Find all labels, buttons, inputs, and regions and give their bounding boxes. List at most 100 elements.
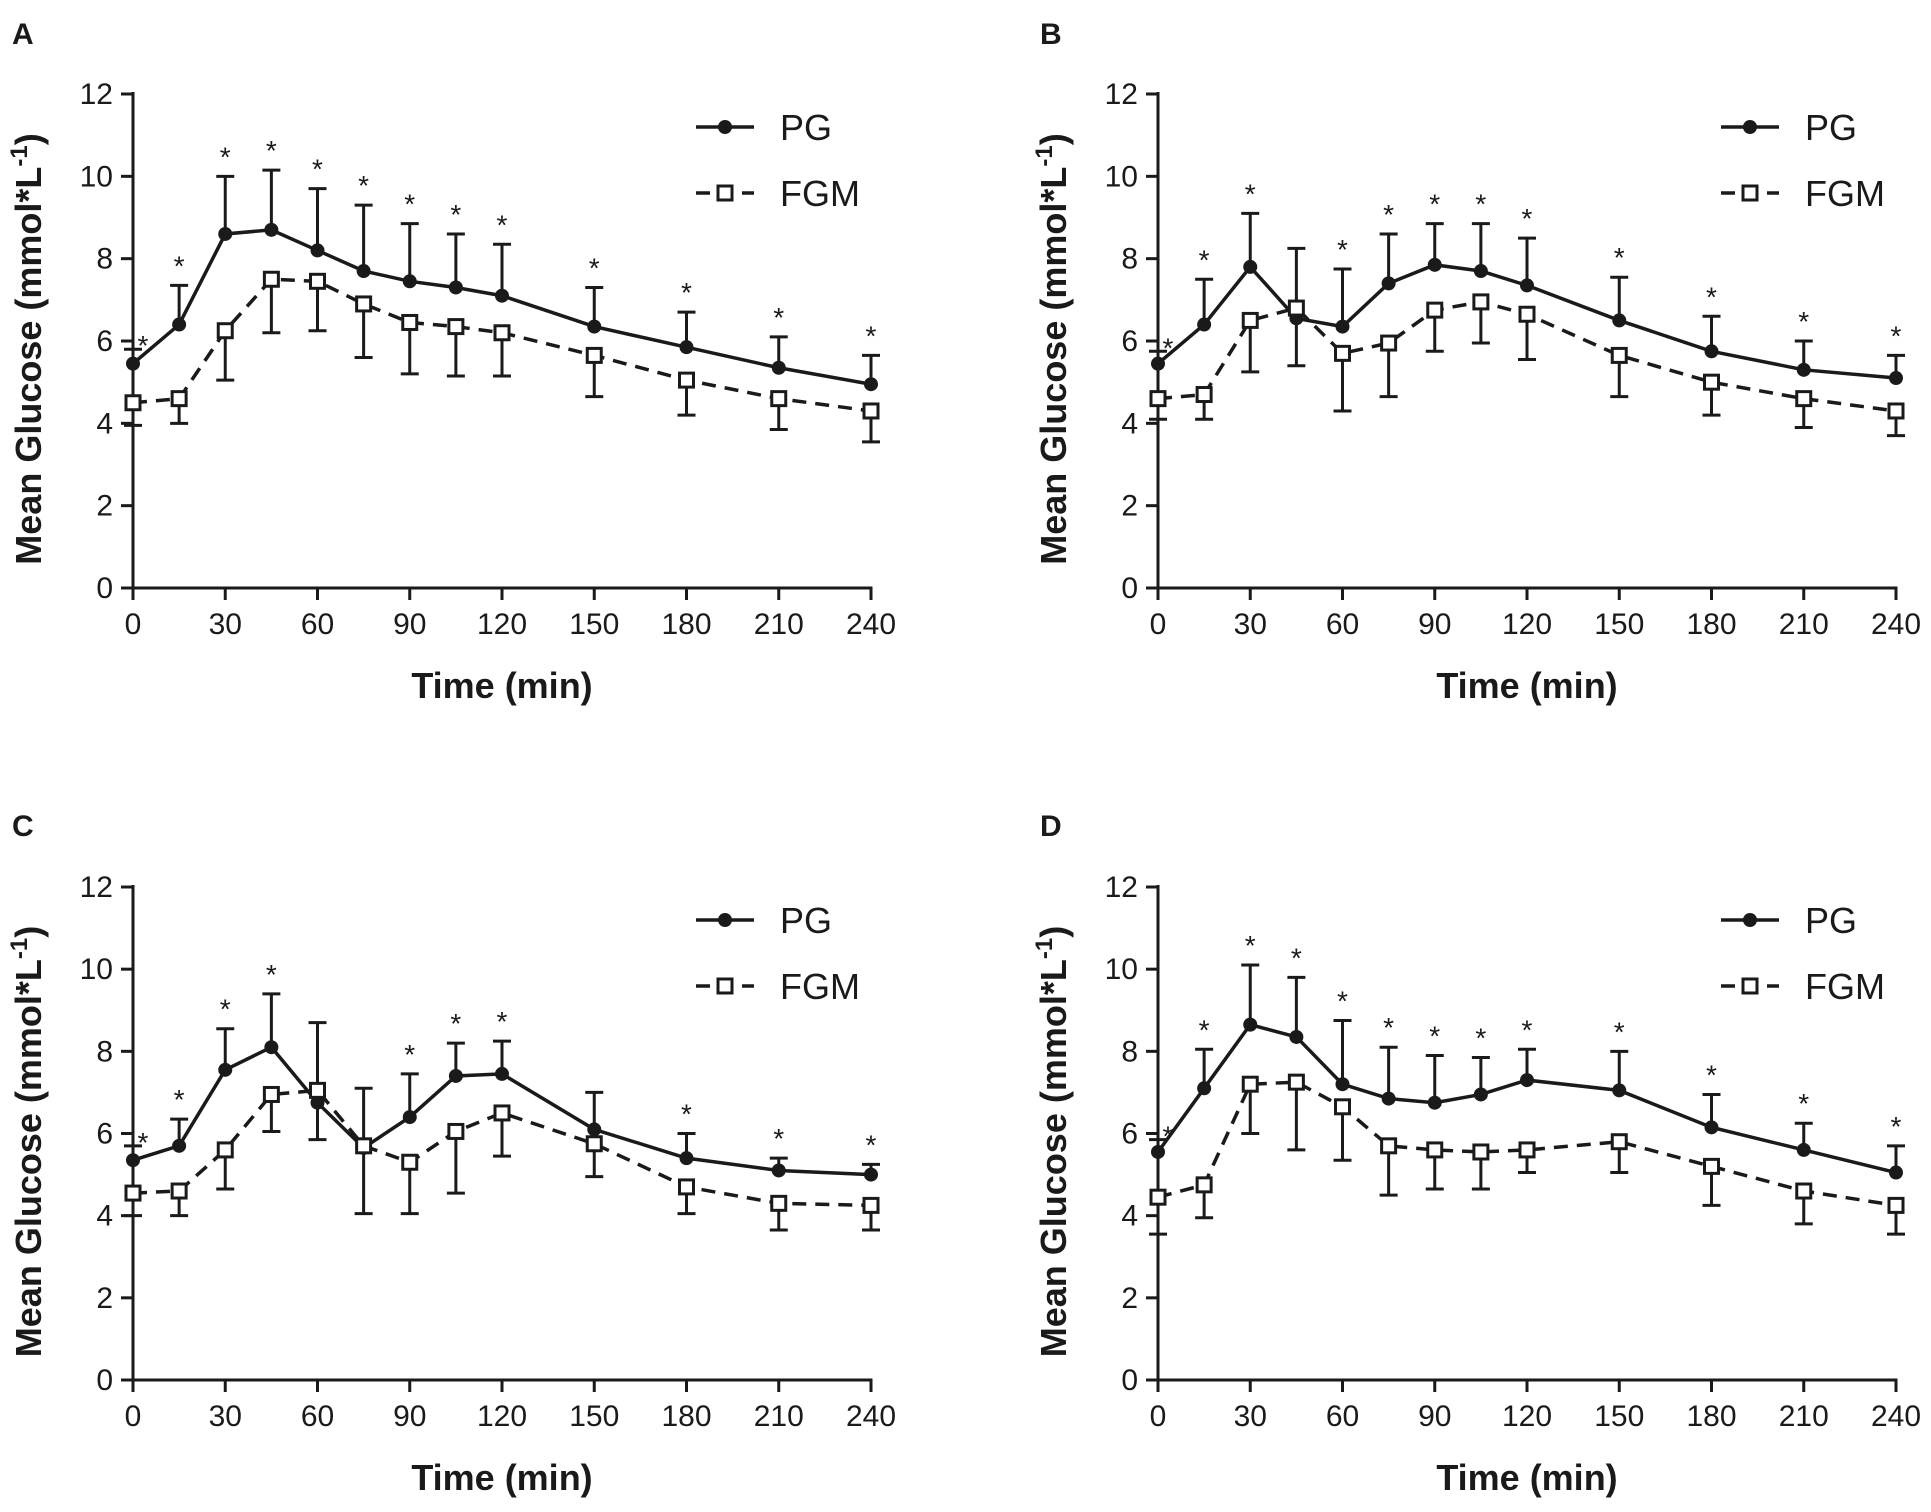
x-tick-label: 60 bbox=[1326, 608, 1359, 641]
data-point-fgm bbox=[124, 1184, 142, 1202]
y-tick-label: 8 bbox=[96, 243, 113, 276]
y-tick-label: 4 bbox=[96, 1200, 113, 1233]
y-axis-title-main: Mean Glucose (mmol*L bbox=[1033, 959, 1074, 1357]
significance-star: * bbox=[1798, 306, 1809, 337]
data-point-pg bbox=[771, 1163, 786, 1178]
significance-star: * bbox=[1706, 1059, 1717, 1090]
y-axis-title: Mean Glucose (mmol*L-1) bbox=[1031, 133, 1074, 564]
data-point-pg bbox=[1151, 356, 1165, 371]
y-tick-label: 12 bbox=[1105, 871, 1138, 904]
legend: PG FGM bbox=[1721, 900, 1885, 1007]
y-tick-label: 6 bbox=[96, 325, 113, 358]
significance-star: * bbox=[220, 141, 231, 172]
data-point-pg bbox=[448, 280, 463, 295]
data-point-pg bbox=[126, 356, 140, 371]
data-point-fgm bbox=[770, 390, 788, 408]
significance-star: * bbox=[1163, 332, 1174, 363]
data-point-fgm bbox=[1287, 299, 1305, 317]
panel-letter: A bbox=[12, 18, 34, 51]
data-point-pg bbox=[1473, 264, 1488, 279]
significance-star: * bbox=[681, 1099, 692, 1130]
data-point-fgm bbox=[355, 295, 373, 313]
data-point-pg bbox=[864, 1167, 878, 1182]
data-point-pg bbox=[218, 226, 233, 241]
data-point-pg bbox=[1520, 1073, 1534, 1088]
x-axis-title: Time (min) bbox=[411, 665, 592, 706]
significance-star: * bbox=[404, 189, 415, 220]
data-point-pg bbox=[1427, 1095, 1442, 1110]
legend-label-pg: PG bbox=[1805, 900, 1857, 941]
data-point-pg bbox=[1612, 313, 1627, 328]
y-tick-label: 0 bbox=[1121, 572, 1138, 605]
data-point-fgm bbox=[1518, 305, 1536, 323]
significance-star: * bbox=[1798, 1088, 1809, 1119]
y-axis-title: Mean Glucose (mmol*L-1) bbox=[1031, 926, 1074, 1357]
panel-letter: D bbox=[1040, 810, 1062, 843]
data-point-fgm bbox=[1334, 344, 1351, 362]
significance-star: * bbox=[1291, 942, 1302, 973]
data-point-fgm bbox=[1149, 1188, 1167, 1206]
data-point-pg bbox=[1243, 259, 1258, 274]
series-fgm bbox=[1149, 293, 1905, 438]
legend-label-fgm: FGM bbox=[780, 966, 860, 1007]
x-tick-label: 240 bbox=[846, 608, 896, 641]
data-point-pg bbox=[1151, 1144, 1165, 1159]
significance-star: * bbox=[174, 250, 185, 281]
y-axis-title-close: ) bbox=[8, 133, 49, 145]
legend-label-pg: PG bbox=[780, 107, 832, 148]
data-point-pg bbox=[264, 1040, 279, 1055]
data-point-pg bbox=[1612, 1083, 1627, 1098]
y-tick-label: 6 bbox=[96, 1118, 113, 1151]
y-axis-title-sup: -1 bbox=[1031, 145, 1058, 166]
x-tick-label: 210 bbox=[754, 608, 804, 641]
significance-star: * bbox=[1614, 1016, 1625, 1047]
x-tick-label: 30 bbox=[209, 1400, 242, 1433]
series-fgm bbox=[124, 270, 880, 444]
x-tick-label: 30 bbox=[1234, 1400, 1267, 1433]
series-pg bbox=[1149, 211, 1905, 386]
legend-label-pg: PG bbox=[780, 900, 832, 941]
data-point-fgm bbox=[1795, 1182, 1813, 1200]
legend-label-fgm: FGM bbox=[1805, 173, 1885, 214]
legend-label-fgm: FGM bbox=[1805, 966, 1885, 1007]
significance-star: * bbox=[404, 1039, 415, 1070]
significance-star: * bbox=[1614, 242, 1625, 273]
y-tick-label: 8 bbox=[1121, 243, 1138, 276]
x-tick-label: 210 bbox=[754, 1400, 804, 1433]
data-point-fgm bbox=[493, 1104, 511, 1122]
data-point-fgm bbox=[678, 1178, 695, 1196]
x-tick-label: 150 bbox=[569, 1400, 619, 1433]
significance-star: * bbox=[450, 1008, 461, 1039]
data-point-fgm bbox=[1887, 402, 1905, 420]
y-axis-title-close: ) bbox=[1033, 926, 1074, 938]
x-tick-label: 90 bbox=[1418, 608, 1451, 641]
x-tick-label: 150 bbox=[1594, 1400, 1644, 1433]
significance-star: * bbox=[358, 170, 369, 201]
panel-letter: B bbox=[1040, 18, 1062, 51]
data-point-fgm bbox=[1703, 373, 1720, 391]
y-tick-label: 10 bbox=[1105, 953, 1138, 986]
data-point-fgm bbox=[1887, 1196, 1905, 1214]
data-point-fgm bbox=[862, 1196, 880, 1214]
data-point-pg bbox=[1796, 1142, 1811, 1157]
x-axis-title: Time (min) bbox=[411, 1457, 592, 1498]
y-tick-label: 0 bbox=[96, 1364, 113, 1397]
significance-star: * bbox=[266, 959, 277, 990]
significance-star: * bbox=[1522, 1014, 1533, 1045]
data-point-pg bbox=[1704, 344, 1719, 359]
x-tick-label: 90 bbox=[1418, 1400, 1451, 1433]
x-tick-label: 120 bbox=[1502, 1400, 1552, 1433]
x-tick-label: 0 bbox=[125, 1400, 142, 1433]
y-axis-title-main: Mean Glucose (mmol*L bbox=[1033, 167, 1074, 565]
legend: PG FGM bbox=[696, 900, 860, 1007]
legend-label-fgm: FGM bbox=[780, 173, 860, 214]
data-point-fgm bbox=[401, 1153, 419, 1171]
y-tick-label: 0 bbox=[1121, 1364, 1138, 1397]
data-point-pg bbox=[1289, 1029, 1304, 1044]
x-tick-label: 150 bbox=[1594, 608, 1644, 641]
series-pg bbox=[1149, 963, 1905, 1180]
significance-star: * bbox=[138, 1127, 149, 1158]
